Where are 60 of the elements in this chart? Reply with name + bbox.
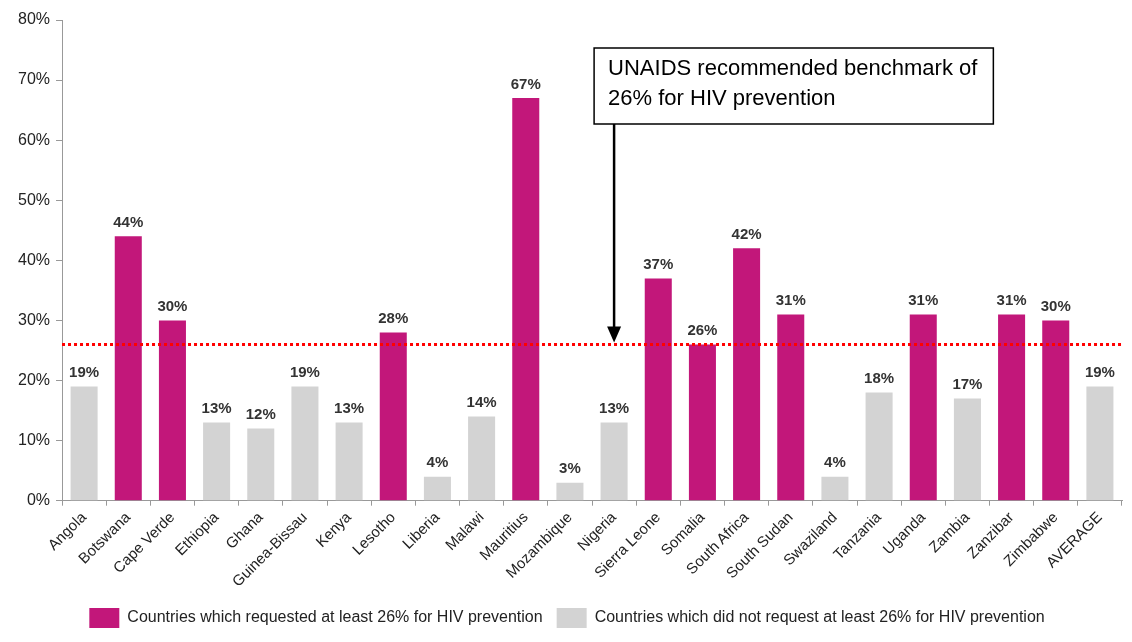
bar: [733, 248, 761, 501]
bar: [114, 236, 142, 501]
bar: [953, 398, 981, 501]
bar: [468, 416, 496, 501]
legend-label: Countries which did not request at least 26% for HIV prevention: [594, 608, 1045, 626]
y-tick-label: 60%: [17, 130, 51, 148]
data-label: 13%: [599, 399, 630, 417]
data-label: 37%: [643, 255, 674, 273]
bar: [70, 386, 98, 501]
y-tick-label: 20%: [17, 370, 51, 388]
data-label: 42%: [731, 224, 762, 242]
data-label: 17%: [952, 375, 983, 393]
bar: [247, 428, 275, 501]
bar: [1042, 320, 1070, 501]
data-label: 31%: [996, 291, 1027, 309]
y-tick-label: 50%: [17, 190, 51, 208]
bar: [203, 422, 231, 501]
data-label: 19%: [1084, 363, 1115, 381]
data-label: 4%: [426, 453, 449, 471]
data-label: 3%: [559, 459, 581, 477]
data-label: 31%: [908, 291, 939, 309]
y-tick-label: 70%: [17, 70, 51, 88]
data-label: 14%: [466, 393, 497, 411]
data-label: 19%: [289, 363, 320, 381]
data-label: 18%: [864, 369, 895, 387]
bar: [998, 314, 1026, 501]
data-label: 28%: [378, 309, 409, 327]
data-label: 19%: [69, 363, 100, 381]
data-label: 12%: [245, 405, 276, 423]
legend-label: Countries which requested at least 26% for HIV prevention: [127, 608, 543, 626]
bar: [821, 476, 849, 501]
bar: [335, 422, 363, 501]
data-label: 26%: [687, 321, 718, 339]
data-label: 30%: [1040, 297, 1071, 315]
y-tick-label: 10%: [17, 431, 51, 449]
bar: [423, 476, 451, 501]
bar: [512, 98, 540, 501]
bar: [291, 386, 319, 501]
y-tick-label: 0%: [26, 491, 51, 509]
bar: [556, 482, 584, 501]
bar: [158, 320, 186, 501]
bar: [644, 278, 672, 501]
bar: [909, 314, 937, 501]
data-label: 13%: [334, 399, 365, 417]
data-label: 44%: [113, 212, 144, 230]
data-label: 13%: [201, 399, 232, 417]
bar: [865, 392, 893, 501]
data-label: 67%: [510, 74, 541, 92]
bar: [600, 422, 628, 501]
y-tick-label: 30%: [17, 310, 51, 328]
data-label: 4%: [824, 453, 846, 471]
y-tick-label: 80%: [17, 10, 51, 28]
y-tick-label: 40%: [17, 250, 51, 268]
data-label: 31%: [775, 291, 806, 309]
bar: [688, 344, 716, 501]
bar: [379, 332, 407, 501]
bar: [1086, 386, 1114, 501]
annotation: UNAIDS recommended benchmark of 26% for HIV prevention: [608, 55, 979, 111]
data-label: 30%: [157, 297, 188, 315]
bar: [777, 314, 805, 501]
